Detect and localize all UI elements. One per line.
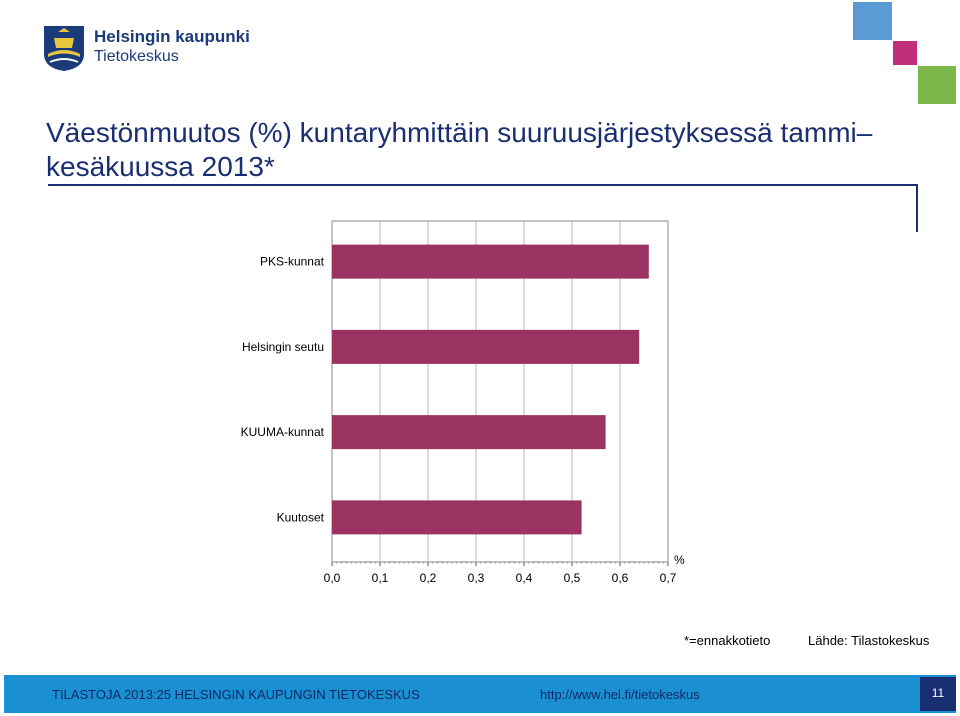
bar	[332, 244, 649, 279]
page-number: 11	[931, 686, 945, 700]
deco-square-blue	[853, 2, 892, 40]
page-title: Väestönmuutos (%) kuntaryhmittäin suuruu…	[46, 117, 873, 182]
bar	[332, 329, 640, 364]
x-tick-label: 0,4	[516, 571, 533, 585]
footer-url[interactable]: http://www.hel.fi/tietokeskus	[540, 687, 700, 702]
category-label: KUUMA-kunnat	[241, 425, 325, 439]
x-unit-label: %	[674, 553, 685, 567]
footer-publication: TILASTOJA 2013:25 HELSINGIN KAUPUNGIN TI…	[52, 687, 420, 702]
x-tick-label: 0,1	[372, 571, 389, 585]
title-divider-vertical	[916, 184, 918, 232]
deco-square-magenta	[893, 41, 917, 65]
title-divider	[48, 184, 918, 186]
x-tick-label: 0,6	[612, 571, 629, 585]
x-tick-label: 0,5	[564, 571, 581, 585]
city-logo: Helsingin kaupunki Tietokeskus	[42, 24, 262, 72]
x-tick-label: 0,2	[420, 571, 437, 585]
bar	[332, 500, 582, 535]
source-note: Lähde: Tilastokeskus	[808, 633, 930, 648]
helsinki-crest-icon	[44, 26, 84, 71]
x-tick-label: 0,3	[468, 571, 485, 585]
category-label: Kuutoset	[277, 510, 325, 524]
estimate-footnote: *=ennakkotieto	[684, 633, 771, 648]
org-name: Helsingin kaupunki	[94, 27, 250, 46]
page-number-badge: 11	[920, 677, 956, 711]
category-label: Helsingin seutu	[242, 340, 324, 354]
x-tick-label: 0,0	[324, 571, 341, 585]
footer-bar	[4, 675, 956, 713]
deco-square-green	[918, 66, 956, 104]
bar	[332, 415, 606, 450]
x-tick-label: 0,7	[660, 571, 677, 585]
category-label: PKS-kunnat	[260, 255, 325, 269]
org-unit: Tietokeskus	[94, 48, 179, 65]
